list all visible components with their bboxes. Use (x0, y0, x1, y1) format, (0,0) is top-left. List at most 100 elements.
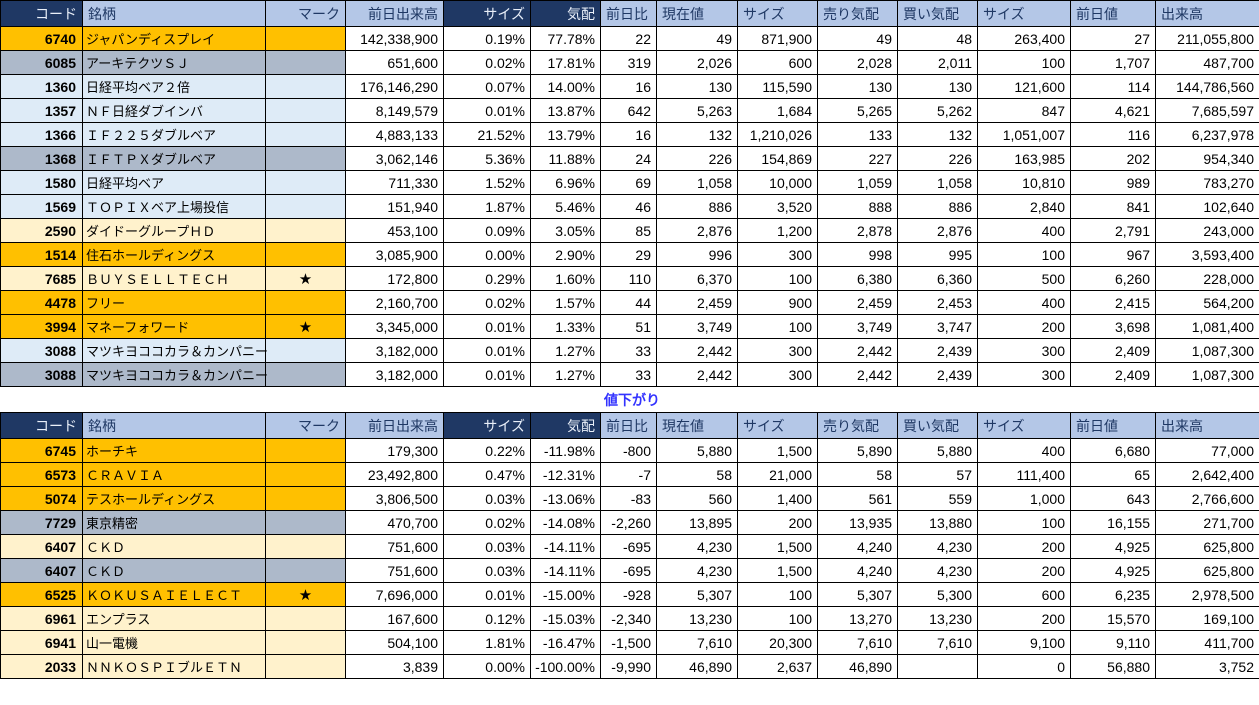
cell-ask-quote[interactable]: 130 (817, 74, 898, 99)
cell-mark[interactable] (265, 242, 346, 267)
cell-volume[interactable]: 228,000 (1155, 266, 1259, 291)
cell-ask-quote[interactable]: 561 (817, 486, 898, 511)
cell-size[interactable]: 2,637 (737, 654, 818, 679)
cell-size-2[interactable]: 200 (977, 606, 1071, 631)
cell-prev-day-price[interactable]: 2,409 (1070, 362, 1156, 387)
cell-name[interactable]: ＩＦＴＰＸダブルベア (82, 146, 266, 171)
cell-mark[interactable] (265, 558, 346, 583)
cell-mark[interactable] (265, 362, 346, 387)
cell-prev-day-volume[interactable]: 3,345,000 (345, 314, 444, 339)
cell-volume[interactable]: 169,100 (1155, 606, 1259, 631)
cell-size-pct[interactable]: 0.01% (443, 362, 531, 387)
cell-size[interactable]: 1,200 (737, 218, 818, 243)
cell-prev-day-price[interactable]: 1,707 (1070, 50, 1156, 75)
cell-quote-pct[interactable]: 2.90% (530, 242, 601, 267)
cell-bid-quote[interactable]: 2,876 (897, 218, 978, 243)
cell-code[interactable]: 2033 (0, 654, 83, 679)
cell-prev-day-volume[interactable]: 167,600 (345, 606, 444, 631)
cell-bid-quote[interactable]: 130 (897, 74, 978, 99)
cell-size-2[interactable]: 0 (977, 654, 1071, 679)
cell-quote-pct[interactable]: -16.47% (530, 630, 601, 655)
cell-prev-day-volume[interactable]: 3,182,000 (345, 362, 444, 387)
cell-name[interactable]: エンプラス (82, 606, 266, 631)
cell-current-price[interactable]: 886 (656, 194, 738, 219)
cell-prev-day-volume[interactable]: 504,100 (345, 630, 444, 655)
star-mark-cell[interactable]: ★ (265, 314, 346, 339)
cell-current-price[interactable]: 49 (656, 26, 738, 51)
cell-size-2[interactable]: 200 (977, 534, 1071, 559)
column-header-quote-pct[interactable]: 気配 (530, 0, 601, 27)
cell-name[interactable]: アーキテクツＳＪ (82, 50, 266, 75)
cell-size[interactable]: 300 (737, 242, 818, 267)
cell-mark[interactable] (265, 26, 346, 51)
cell-ask-quote[interactable]: 7,610 (817, 630, 898, 655)
cell-quote-pct[interactable]: -14.11% (530, 534, 601, 559)
cell-prev-day-change[interactable]: -83 (600, 486, 657, 511)
cell-prev-day-price[interactable]: 4,925 (1070, 558, 1156, 583)
cell-prev-day-change[interactable]: -7 (600, 462, 657, 487)
cell-prev-day-price[interactable]: 9,110 (1070, 630, 1156, 655)
cell-prev-day-price[interactable]: 56,880 (1070, 654, 1156, 679)
cell-prev-day-volume[interactable]: 151,940 (345, 194, 444, 219)
cell-name[interactable]: ジャパンディスプレイ (82, 26, 266, 51)
cell-quote-pct[interactable]: 1.27% (530, 362, 601, 387)
cell-bid-quote[interactable]: 2,439 (897, 338, 978, 363)
column-header-code[interactable]: コード (0, 0, 83, 27)
cell-ask-quote[interactable]: 49 (817, 26, 898, 51)
cell-size-pct[interactable]: 0.12% (443, 606, 531, 631)
cell-quote-pct[interactable]: -14.08% (530, 510, 601, 535)
cell-size-pct[interactable]: 0.03% (443, 558, 531, 583)
column-header-quote-pct[interactable]: 気配 (530, 412, 601, 439)
cell-size-pct[interactable]: 0.02% (443, 510, 531, 535)
cell-current-price[interactable]: 5,880 (656, 438, 738, 463)
cell-prev-day-change[interactable]: 33 (600, 338, 657, 363)
cell-prev-day-change[interactable]: 33 (600, 362, 657, 387)
column-header-mark[interactable]: マーク (265, 412, 346, 439)
cell-mark[interactable] (265, 438, 346, 463)
cell-mark[interactable] (265, 50, 346, 75)
cell-name[interactable]: ＣＫＤ (82, 558, 266, 583)
cell-current-price[interactable]: 226 (656, 146, 738, 171)
cell-mark[interactable] (265, 606, 346, 631)
cell-mark[interactable] (265, 194, 346, 219)
cell-code[interactable]: 4478 (0, 290, 83, 315)
cell-size-pct[interactable]: 0.29% (443, 266, 531, 291)
cell-prev-day-volume[interactable]: 142,338,900 (345, 26, 444, 51)
cell-volume[interactable]: 77,000 (1155, 438, 1259, 463)
cell-mark[interactable] (265, 510, 346, 535)
cell-prev-day-volume[interactable]: 7,696,000 (345, 582, 444, 607)
cell-size[interactable]: 871,900 (737, 26, 818, 51)
cell-bid-quote[interactable]: 2,453 (897, 290, 978, 315)
cell-prev-day-change[interactable]: 29 (600, 242, 657, 267)
cell-prev-day-price[interactable]: 16,155 (1070, 510, 1156, 535)
cell-size-pct[interactable]: 0.03% (443, 534, 531, 559)
column-header-volume[interactable]: 出来高 (1155, 0, 1259, 27)
cell-prev-day-price[interactable]: 643 (1070, 486, 1156, 511)
cell-size-2[interactable]: 200 (977, 314, 1071, 339)
cell-bid-quote[interactable]: 5,300 (897, 582, 978, 607)
cell-size[interactable]: 600 (737, 50, 818, 75)
cell-size-2[interactable]: 100 (977, 50, 1071, 75)
cell-prev-day-price[interactable]: 15,570 (1070, 606, 1156, 631)
column-header-name[interactable]: 銘柄 (82, 412, 266, 439)
cell-quote-pct[interactable]: -100.00% (530, 654, 601, 679)
cell-code[interactable]: 6941 (0, 630, 83, 655)
cell-ask-quote[interactable]: 2,878 (817, 218, 898, 243)
cell-code[interactable]: 6407 (0, 558, 83, 583)
cell-prev-day-price[interactable]: 116 (1070, 122, 1156, 147)
cell-prev-day-volume[interactable]: 23,492,800 (345, 462, 444, 487)
cell-quote-pct[interactable]: 77.78% (530, 26, 601, 51)
cell-size-2[interactable]: 10,810 (977, 170, 1071, 195)
cell-prev-day-change[interactable]: -800 (600, 438, 657, 463)
cell-prev-day-price[interactable]: 6,260 (1070, 266, 1156, 291)
cell-prev-day-change[interactable]: -2,340 (600, 606, 657, 631)
cell-quote-pct[interactable]: -13.06% (530, 486, 601, 511)
cell-size[interactable]: 1,684 (737, 98, 818, 123)
cell-prev-day-volume[interactable]: 3,085,900 (345, 242, 444, 267)
cell-size-2[interactable]: 500 (977, 266, 1071, 291)
cell-size[interactable]: 154,869 (737, 146, 818, 171)
cell-prev-day-change[interactable]: 16 (600, 122, 657, 147)
column-header-prev-day-volume[interactable]: 前日出来高 (345, 0, 444, 27)
cell-prev-day-price[interactable]: 6,680 (1070, 438, 1156, 463)
column-header-size-2[interactable]: サイズ (977, 0, 1071, 27)
